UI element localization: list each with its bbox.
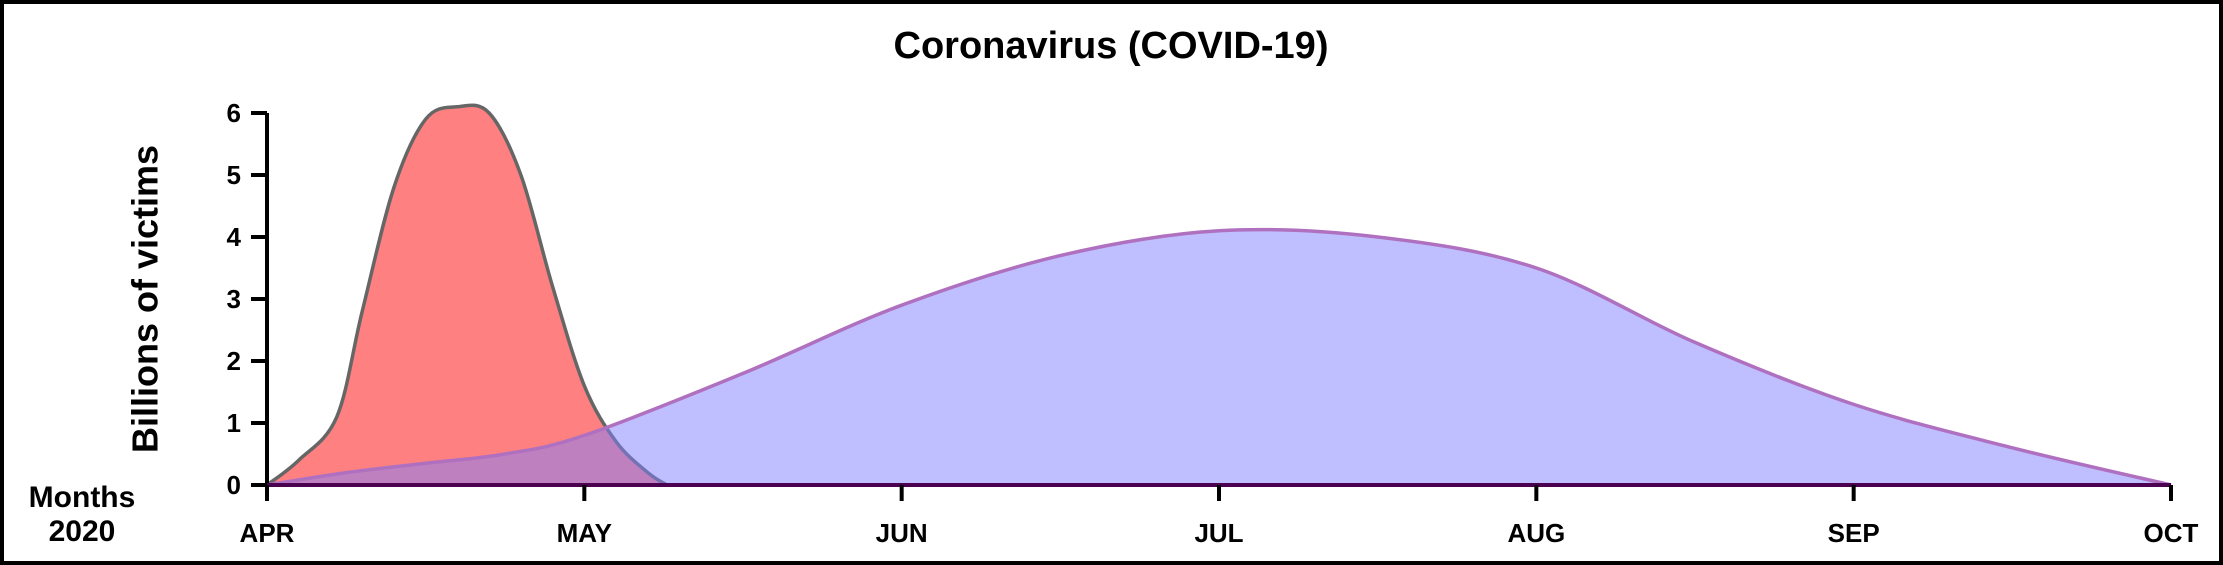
- y-tick-label: 1: [227, 408, 241, 438]
- y-tick-label: 3: [227, 284, 241, 314]
- y-tick-label: 5: [227, 160, 241, 190]
- y-tick-label: 0: [227, 470, 241, 500]
- x-tick-label: AUG: [1507, 518, 1565, 548]
- y-tick-label: 6: [227, 98, 241, 128]
- y-tick-label: 2: [227, 346, 241, 376]
- x-tick-label: SEP: [1828, 518, 1880, 548]
- area: [267, 105, 667, 485]
- area: [267, 229, 2171, 485]
- y-axis-label: Billions of victims: [125, 145, 166, 453]
- chart-title: Coronavirus (COVID-19): [894, 25, 1329, 67]
- x-tick-label: JUL: [1194, 518, 1243, 548]
- area-line: [266, 227, 2172, 487]
- x-axis-label: 2020: [49, 515, 116, 548]
- x-tick-label: APR: [240, 518, 295, 548]
- x-tick-label: MAY: [557, 518, 612, 548]
- x-tick-label: OCT: [2144, 518, 2199, 548]
- area-line: [265, 103, 668, 487]
- x-axis-label: Months: [29, 481, 136, 514]
- x-tick-label: JUN: [876, 518, 928, 548]
- y-tick-label: 4: [227, 222, 242, 252]
